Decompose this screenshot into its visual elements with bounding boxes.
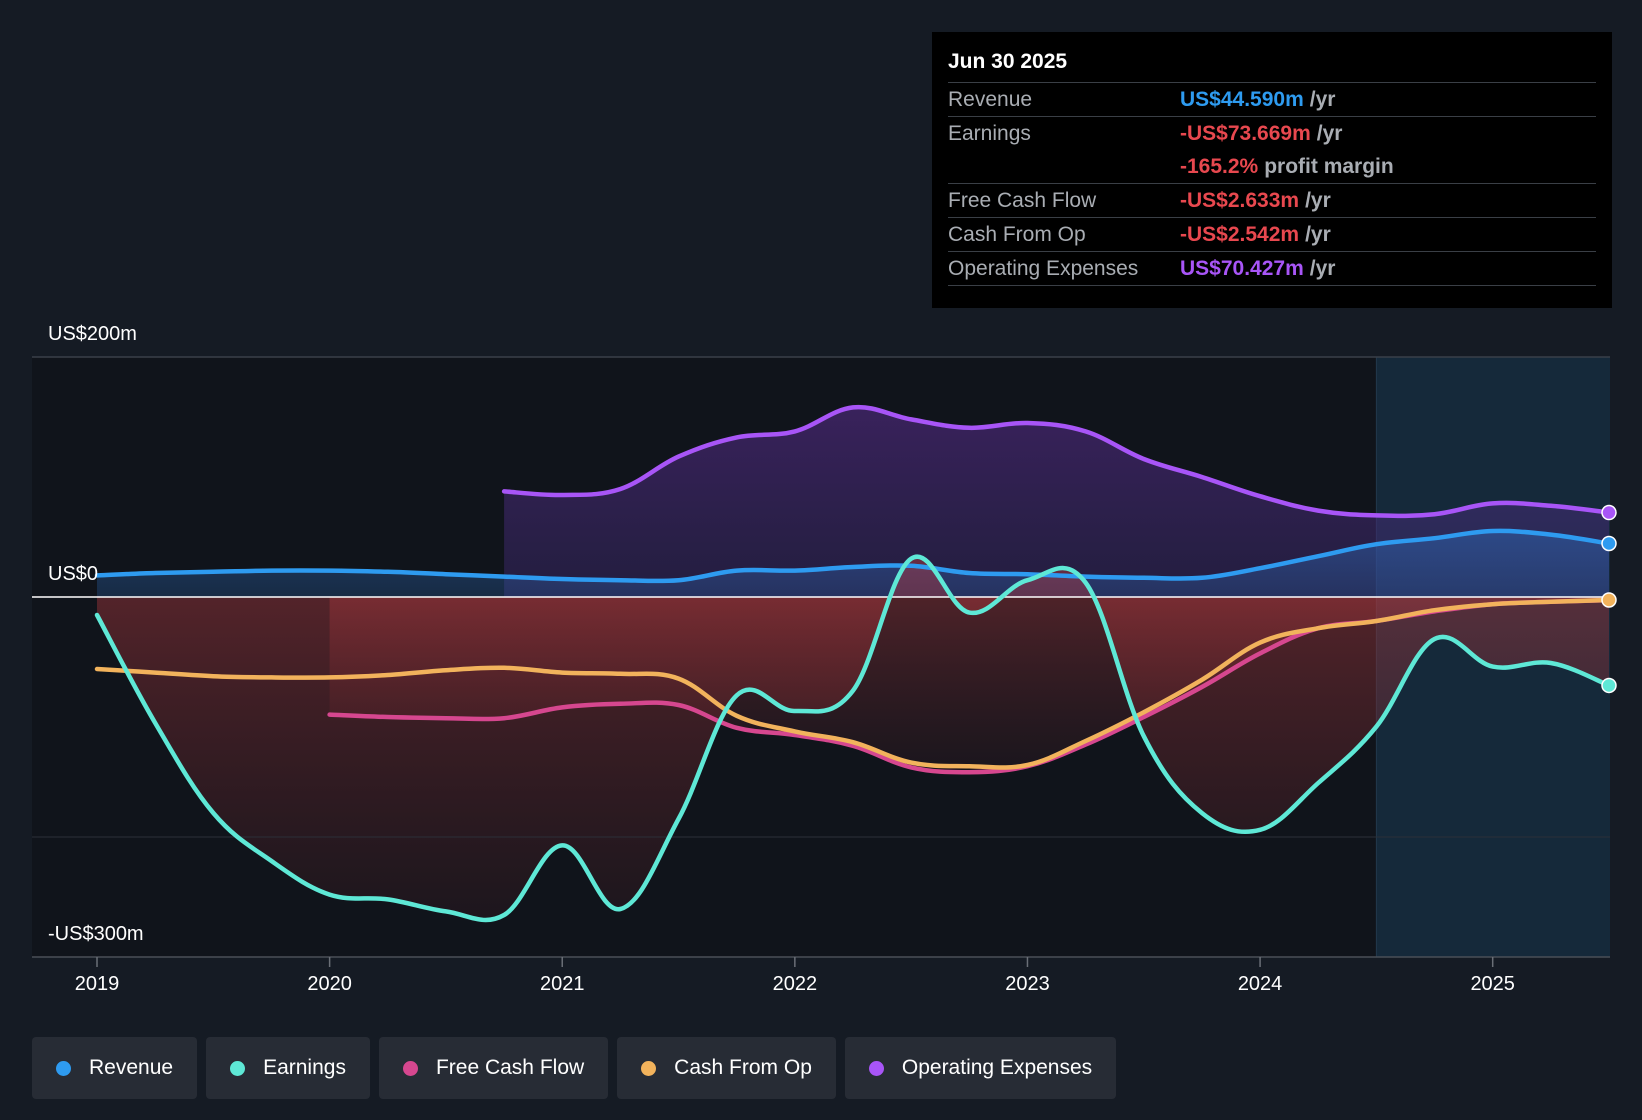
tooltip-earnings-label: Earnings: [948, 122, 1031, 145]
tooltip-row-fcf: Free Cash Flow -US$2.633m /yr: [948, 184, 1596, 218]
x-tick-label-2019: 2019: [75, 973, 120, 995]
legend-item-free-cash-flow[interactable]: Free Cash Flow: [378, 1037, 609, 1099]
series-line-operating-expenses: [501, 404, 1612, 519]
series-line-revenue: [94, 528, 1612, 584]
end-marker-operating-expenses: [1601, 504, 1617, 521]
tooltip-row-revenue: Revenue US$44.590m /yr: [948, 83, 1596, 117]
opex-area: [504, 407, 1610, 597]
legend-item-cash-from-op[interactable]: Cash From Op: [617, 1037, 836, 1099]
legend-label-cash-from-op: Cash From Op: [674, 1056, 812, 1079]
tooltip-row-earnings: Earnings -US$73.669m /yr: [948, 117, 1596, 150]
legend-dot-free-cash-flow: [402, 1060, 418, 1076]
legend-label-free-cash-flow: Free Cash Flow: [435, 1056, 585, 1079]
tooltip-cfo-label: Cash From Op: [948, 223, 1086, 246]
series-line-cash-from-op: [94, 597, 1612, 770]
tooltip-opex-value: US$70.427m: [1180, 257, 1304, 280]
tooltip-fcf-value: -US$2.633m: [1180, 189, 1300, 212]
legend-dot-revenue: [56, 1060, 71, 1076]
tooltip-opex-label: Operating Expenses: [948, 257, 1139, 280]
tooltip-revenue-label: Revenue: [948, 88, 1033, 111]
tooltip-cfo-value: -US$2.542m: [1180, 223, 1300, 246]
legend-label-operating-expenses: Operating Expenses: [901, 1056, 1093, 1079]
tooltip-revenue-unit: /yr: [1309, 88, 1336, 111]
tooltip-margin-value: -165.2%: [1180, 155, 1259, 178]
tooltip-fcf-label: Free Cash Flow: [948, 189, 1097, 212]
tooltip-revenue-value: US$44.590m: [1180, 88, 1304, 111]
chart-legend: Revenue Earnings Free Cash Flow Cash Fro…: [32, 1037, 1117, 1099]
tooltip-earnings-value: -US$73.669m: [1180, 122, 1311, 145]
legend-dot-earnings: [230, 1060, 246, 1076]
tooltip-margin-unit: profit margin: [1264, 155, 1394, 178]
tooltip-opex-unit: /yr: [1309, 257, 1336, 280]
end-marker-cash-from-op: [1601, 592, 1617, 608]
tooltip-date: Jun 30 2025: [948, 46, 1596, 83]
y-label-zero: US$0: [48, 563, 98, 585]
fcf-area: [329, 597, 1610, 773]
tooltip-fcf-unit: /yr: [1305, 189, 1331, 212]
revenue-area: [97, 530, 1609, 597]
end-marker-earnings: [1601, 677, 1617, 694]
legend-dot-operating-expenses: [868, 1060, 884, 1076]
y-label-bottom: -US$300m: [48, 923, 144, 945]
x-tick-label-2021: 2021: [540, 973, 585, 995]
x-tick-label-2024: 2024: [1238, 973, 1283, 995]
tooltip-row-opex: Operating Expenses US$70.427m /yr: [948, 252, 1596, 286]
x-tick-label-2023: 2023: [1005, 973, 1050, 995]
x-tick-label-2025: 2025: [1470, 973, 1515, 995]
tooltip-row-cfo: Cash From Op -US$2.542m /yr: [948, 218, 1596, 252]
legend-dot-cash-from-op: [641, 1060, 657, 1076]
legend-item-revenue[interactable]: Revenue: [32, 1037, 198, 1099]
legend-item-earnings[interactable]: Earnings: [206, 1037, 370, 1099]
data-tooltip: Jun 30 2025 Revenue US$44.590m /yr Earni…: [932, 32, 1612, 308]
tooltip-earnings-unit: /yr: [1316, 122, 1343, 145]
legend-label-earnings: Earnings: [263, 1056, 346, 1079]
end-marker-revenue: [1601, 535, 1617, 552]
y-label-top: US$200m: [48, 323, 137, 345]
legend-item-operating-expenses[interactable]: Operating Expenses: [844, 1037, 1117, 1099]
tooltip-row-margin: -165.2% profit margin: [948, 150, 1596, 184]
x-tick-label-2020: 2020: [307, 973, 352, 995]
series-line-earnings: [94, 554, 1612, 923]
legend-label-revenue: Revenue: [89, 1056, 174, 1079]
x-tick-label-2022: 2022: [773, 973, 818, 995]
tooltip-cfo-unit: /yr: [1305, 223, 1331, 246]
